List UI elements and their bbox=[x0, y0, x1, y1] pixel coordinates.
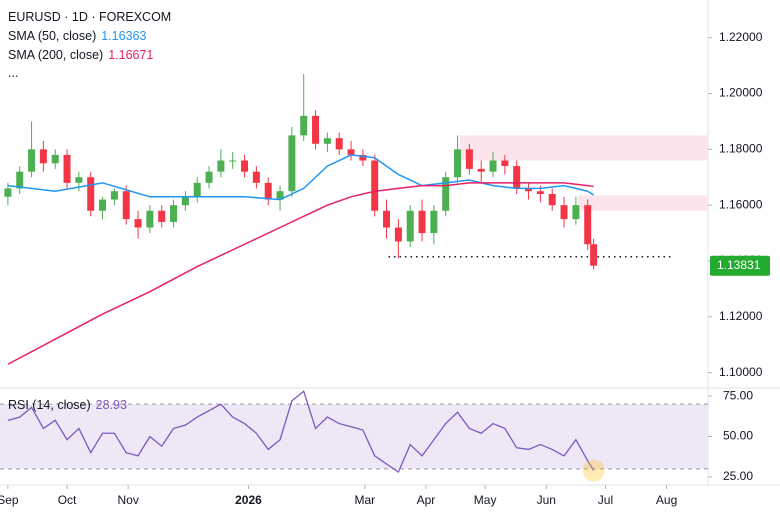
candle-body bbox=[181, 196, 189, 206]
candle-body bbox=[347, 149, 355, 155]
candle-body bbox=[63, 154, 71, 183]
legend-sma50: SMA (50, close) 1.16363 bbox=[8, 29, 146, 43]
x-tick-label: Nov bbox=[118, 493, 139, 507]
x-tick-label: Jun bbox=[537, 493, 556, 507]
x-tick-label: 2026 bbox=[235, 493, 262, 507]
legend-sma200: SMA (200, close) 1.16671 bbox=[8, 48, 153, 62]
x-tick-label: Sep bbox=[0, 493, 19, 507]
candle-body bbox=[87, 177, 95, 211]
last-point-highlight bbox=[582, 459, 605, 482]
legend-label: SMA (200, close) bbox=[8, 48, 104, 62]
y-tick-label: 50.00 bbox=[723, 429, 753, 443]
y-tick-label: 1.12000 bbox=[719, 309, 763, 323]
candle-body bbox=[590, 244, 598, 266]
candle-body bbox=[477, 168, 485, 172]
candle-body bbox=[16, 171, 24, 189]
candle-body bbox=[465, 149, 473, 169]
zone bbox=[577, 195, 708, 211]
y-tick-label: 1.10000 bbox=[719, 365, 763, 379]
candle-body bbox=[229, 160, 237, 162]
candle-body bbox=[454, 149, 462, 178]
legend-label: SMA (50, close) bbox=[8, 29, 97, 43]
candle-body bbox=[288, 135, 296, 192]
x-tick-label: May bbox=[474, 493, 497, 507]
candle-body bbox=[418, 210, 426, 234]
candle-body bbox=[489, 160, 497, 172]
candle-body bbox=[572, 205, 580, 220]
legend-value: 1.16671 bbox=[108, 48, 154, 62]
zone bbox=[459, 135, 708, 161]
candle-body bbox=[525, 188, 533, 192]
candle-body bbox=[371, 160, 379, 211]
legend-value: 1.16363 bbox=[101, 29, 147, 43]
candle-body bbox=[513, 166, 521, 189]
rsi-legend: RSI (14, close) 28.93 bbox=[8, 398, 127, 412]
candle-body bbox=[548, 194, 556, 206]
candle-body bbox=[276, 191, 284, 200]
x-tick-label: Aug bbox=[656, 493, 677, 507]
candle-body bbox=[335, 138, 343, 150]
candle-body bbox=[323, 138, 331, 144]
sma-line bbox=[7, 154, 595, 201]
sma-line bbox=[7, 182, 594, 365]
candle-body bbox=[359, 154, 367, 161]
candle-body bbox=[252, 171, 260, 183]
candle-body bbox=[383, 210, 391, 228]
candle-body bbox=[430, 210, 438, 234]
candle-body bbox=[99, 199, 107, 211]
candle-body bbox=[241, 160, 249, 172]
candle-body bbox=[406, 210, 414, 242]
candle-body bbox=[75, 177, 83, 183]
symbol-title: EURUSD · 1D · FOREXCOM bbox=[8, 10, 172, 24]
candle-body bbox=[110, 191, 118, 200]
x-tick-label: Oct bbox=[58, 493, 77, 507]
x-tick-label: Apr bbox=[417, 493, 436, 507]
candle-body bbox=[300, 115, 308, 136]
candle-body bbox=[51, 154, 59, 164]
y-tick-label: 25.00 bbox=[723, 469, 753, 483]
candle-body bbox=[217, 160, 225, 172]
y-tick-label: 75.00 bbox=[723, 388, 753, 402]
candle-body bbox=[394, 227, 402, 242]
candle-body bbox=[584, 205, 592, 245]
rsi-line bbox=[7, 390, 595, 474]
candle-body bbox=[4, 188, 12, 197]
rsi-title: RSI (14, close) bbox=[8, 398, 91, 412]
candle-body bbox=[536, 191, 544, 194]
rsi-value: 28.93 bbox=[95, 398, 127, 412]
y-tick-label: 1.20000 bbox=[719, 86, 763, 100]
price-label: 1.13831 bbox=[717, 258, 761, 272]
candle-body bbox=[28, 149, 36, 172]
candle-body bbox=[264, 182, 272, 200]
candle-body bbox=[205, 171, 213, 183]
y-tick-label: 1.18000 bbox=[719, 142, 763, 156]
x-tick-label: Jul bbox=[598, 493, 613, 507]
candle-body bbox=[442, 177, 450, 211]
candle-body bbox=[170, 205, 178, 222]
y-tick-label: 1.16000 bbox=[719, 197, 763, 211]
candle-body bbox=[158, 210, 166, 222]
y-tick-label: 1.22000 bbox=[719, 30, 763, 44]
candle-body bbox=[560, 205, 568, 220]
price-label-box bbox=[710, 255, 770, 276]
candle-body bbox=[501, 160, 509, 167]
more-indicator[interactable]: ... bbox=[8, 66, 19, 80]
rsi-band bbox=[0, 404, 708, 469]
candle-body bbox=[122, 191, 130, 220]
candle-body bbox=[134, 219, 142, 228]
candle-body bbox=[39, 149, 47, 164]
candle-body bbox=[193, 182, 201, 197]
candle-body bbox=[146, 210, 154, 228]
x-tick-label: Mar bbox=[355, 493, 376, 507]
candle-body bbox=[312, 115, 320, 144]
